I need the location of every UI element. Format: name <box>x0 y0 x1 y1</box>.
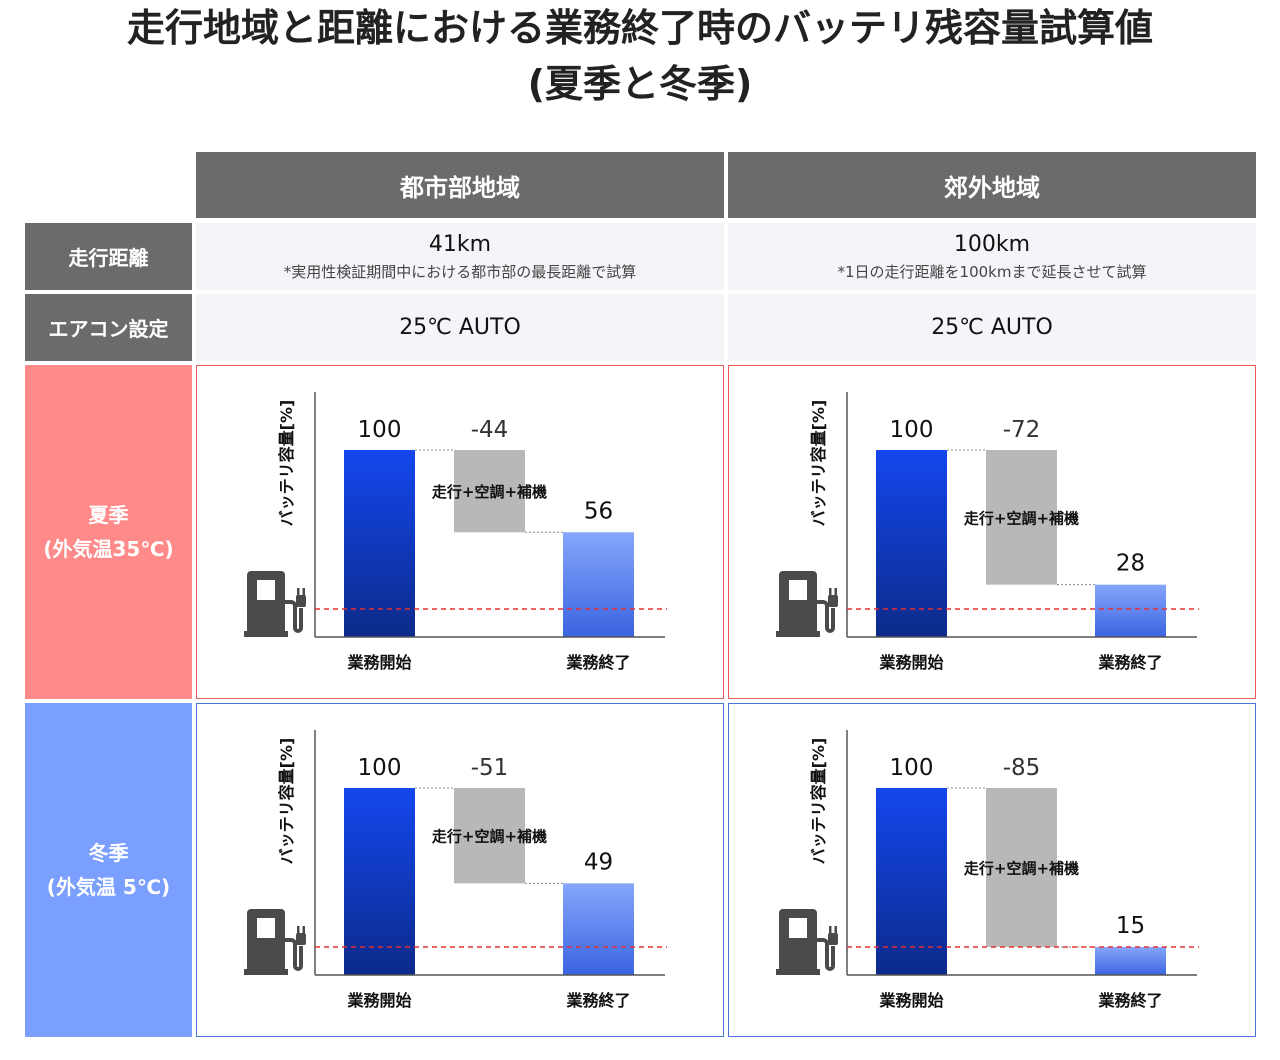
y-axis-label: バッテリ容量[%] <box>277 738 296 865</box>
season-name: 冬季 <box>88 841 129 865</box>
data-label-drop: -44 <box>471 417 509 443</box>
aircon-cell-urban: 25℃ AUTO <box>196 294 724 361</box>
data-label-start: 100 <box>358 755 402 781</box>
data-label-start: 100 <box>358 417 402 443</box>
x-tick-label: 業務開始 <box>346 653 411 672</box>
y-axis-label: バッテリ容量[%] <box>277 400 296 527</box>
season-name: 夏季 <box>88 503 129 527</box>
bar-start <box>876 450 947 637</box>
season-temp: (外気温35℃) <box>43 537 174 561</box>
data-label-drop: -51 <box>471 755 509 781</box>
column-header-urban: 都市部地域 <box>196 152 724 218</box>
distance-note: *1日の走行距離を100kmまで延長させて試算 <box>837 262 1147 281</box>
distance-cell-suburban: 100km *1日の走行距離を100kmまで延長させて試算 <box>728 223 1256 290</box>
aircon-cell-suburban: 25℃ AUTO <box>728 294 1256 361</box>
drop-category-label: 走行+空調+補機 <box>964 509 1079 527</box>
x-tick-label: 業務終了 <box>565 653 630 672</box>
row-header-aircon: エアコン設定 <box>25 294 192 361</box>
x-tick-label: 業務終了 <box>1097 653 1162 672</box>
charger-plug-icon <box>776 909 838 975</box>
bar-drop <box>986 788 1057 947</box>
row-header-winter: 冬季 (外気温 5℃) <box>25 703 192 1037</box>
y-axis-label: バッテリ容量[%] <box>809 400 828 527</box>
data-label-end: 49 <box>584 849 613 875</box>
drop-category-label: 走行+空調+補機 <box>432 483 547 501</box>
x-tick-label: 業務開始 <box>878 991 943 1010</box>
bar-drop <box>454 450 525 533</box>
data-label-start: 100 <box>890 417 934 443</box>
bar-start <box>344 450 415 637</box>
column-header-suburban: 郊外地域 <box>728 152 1256 218</box>
charger-plug-icon <box>776 571 838 637</box>
chart-panel-winter-urban: 100 -51 49 走行+空調+補機業務開始 業務終了 バッテリ容量[%] <box>196 703 724 1037</box>
charger-plug-icon <box>244 909 306 975</box>
distance-note: *実用性検証期間中における都市部の最長距離で試算 <box>283 262 637 281</box>
data-label-start: 100 <box>890 755 934 781</box>
y-axis-label: バッテリ容量[%] <box>809 738 828 865</box>
distance-value: 41km <box>428 231 492 257</box>
bar-end <box>1095 584 1166 637</box>
bar-drop <box>986 450 1057 585</box>
data-label-end: 56 <box>584 498 613 524</box>
bar-end <box>563 532 634 637</box>
x-tick-label: 業務開始 <box>878 653 943 672</box>
row-header-distance: 走行距離 <box>25 223 192 290</box>
page-title: 走行地域と距離における業務終了時のバッテリ残容量試算値 <box>126 6 1153 50</box>
distance-value: 100km <box>953 231 1031 257</box>
charger-plug-icon <box>244 571 306 637</box>
drop-category-label: 走行+空調+補機 <box>432 828 547 846</box>
chart-panel-winter-suburban: 100 -85 15 走行+空調+補機業務開始 業務終了 バッテリ容量[%] <box>728 703 1256 1037</box>
drop-category-label: 走行+空調+補機 <box>964 859 1079 877</box>
x-tick-label: 業務開始 <box>346 991 411 1010</box>
aircon-value: 25℃ AUTO <box>399 315 521 340</box>
bar-end <box>563 883 634 975</box>
data-label-drop: -72 <box>1003 417 1041 443</box>
bar-drop <box>454 788 525 884</box>
page-subtitle: (夏季と冬季) <box>527 62 753 106</box>
distance-cell-urban: 41km *実用性検証期間中における都市部の最長距離で試算 <box>196 223 724 290</box>
x-tick-label: 業務終了 <box>1097 991 1162 1010</box>
aircon-value: 25℃ AUTO <box>931 315 1053 340</box>
chart-panel-summer-suburban: 100 -72 28 走行+空調+補機業務開始 業務終了 バッテリ容量[%] <box>728 365 1256 699</box>
x-tick-label: 業務終了 <box>565 991 630 1010</box>
data-label-end: 28 <box>1116 551 1145 577</box>
data-label-drop: -85 <box>1003 755 1041 781</box>
bar-end <box>1095 946 1166 975</box>
row-header-summer: 夏季 (外気温35℃) <box>25 365 192 699</box>
data-label-end: 15 <box>1116 913 1145 939</box>
bar-start <box>876 788 947 975</box>
chart-panel-summer-urban: 100 -44 56 走行+空調+補機業務開始 業務終了 バッテリ容量[%] <box>196 365 724 699</box>
bar-start <box>344 788 415 975</box>
season-temp: (外気温 5℃) <box>46 875 171 899</box>
